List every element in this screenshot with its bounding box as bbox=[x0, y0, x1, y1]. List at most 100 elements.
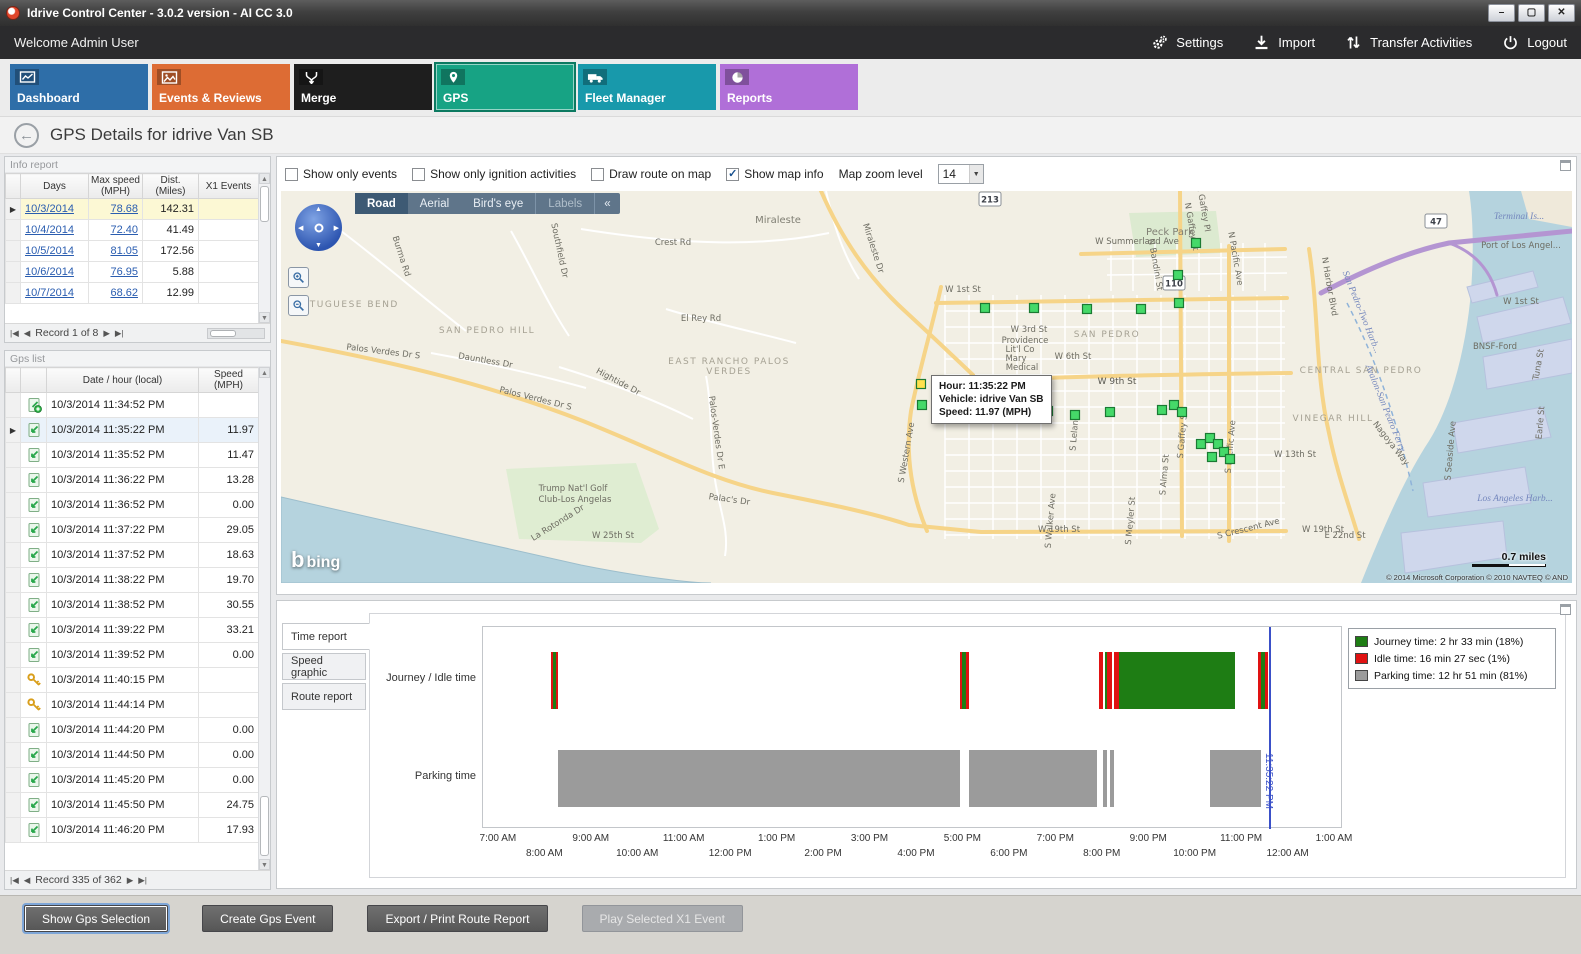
table-row[interactable]: 10/5/2014 81.05 172.56 bbox=[5, 240, 258, 262]
tab-events-reviews[interactable]: Events & Reviews bbox=[152, 64, 290, 110]
create-gps-event-button[interactable]: Create Gps Event bbox=[202, 905, 334, 932]
map-marker[interactable] bbox=[916, 399, 928, 411]
map-marker[interactable] bbox=[1206, 451, 1218, 463]
close-button[interactable]: ✕ bbox=[1548, 4, 1575, 22]
tab-reports[interactable]: Reports bbox=[720, 64, 858, 110]
table-row[interactable]: 10/3/2014 11:45:20 PM 0.00 bbox=[5, 767, 258, 793]
map-marker[interactable] bbox=[1176, 406, 1188, 418]
action-logout[interactable]: Logout bbox=[1502, 34, 1567, 51]
map-marker[interactable] bbox=[1190, 237, 1202, 249]
table-row[interactable]: 10/3/2014 11:38:52 PM 30.55 bbox=[5, 592, 258, 618]
tab-gps[interactable]: GPS bbox=[434, 62, 576, 112]
tab-route-report[interactable]: Route report bbox=[282, 683, 366, 710]
pager-last-button[interactable]: ▶| bbox=[114, 327, 124, 338]
table-row[interactable]: ▶ 10/3/2014 11:35:22 PM 11.97 bbox=[5, 417, 258, 443]
table-row[interactable]: 10/3/2014 11:36:22 PM 13.28 bbox=[5, 467, 258, 493]
map-canvas[interactable]: Miraleste Peck Park W Summerland Ave Crest … bbox=[281, 191, 1572, 583]
tab-time-report[interactable]: Time report bbox=[282, 623, 370, 650]
map-view-bird-s-eye[interactable]: Bird's eye bbox=[473, 197, 524, 210]
play-selected-x1-event-button[interactable]: Play Selected X1 Event bbox=[581, 905, 743, 932]
map-marker[interactable] bbox=[1156, 404, 1168, 416]
export-print-route-report-button[interactable]: Export / Print Route Report bbox=[367, 905, 548, 932]
action-transfer-activities[interactable]: Transfer Activities bbox=[1345, 34, 1472, 51]
table-row[interactable]: 10/3/2014 11:37:22 PM 29.05 bbox=[5, 517, 258, 543]
tab-fleet-manager[interactable]: Fleet Manager bbox=[578, 64, 716, 110]
table-row[interactable]: 10/3/2014 11:44:14 PM bbox=[5, 692, 258, 718]
maximize-button[interactable]: ▢ bbox=[1518, 4, 1545, 22]
table-row[interactable]: 10/3/2014 11:44:50 PM 0.00 bbox=[5, 742, 258, 768]
table-row[interactable]: 10/3/2014 11:40:15 PM bbox=[5, 667, 258, 693]
map-marker[interactable] bbox=[1135, 303, 1147, 315]
pager-hscrollbar[interactable] bbox=[207, 327, 265, 339]
day-link[interactable]: 10/6/2014 bbox=[25, 266, 74, 278]
gps-list-scrollbar[interactable]: ▲ ▼ bbox=[258, 367, 270, 870]
map-marker[interactable] bbox=[1168, 399, 1180, 411]
map-view-labels[interactable]: Labels bbox=[535, 193, 594, 214]
map-marker[interactable] bbox=[979, 302, 991, 314]
map-marker[interactable] bbox=[1195, 438, 1207, 450]
pager-prev-button[interactable]: ◀ bbox=[23, 874, 31, 885]
checkbox-show-only-events[interactable]: Show only events bbox=[285, 167, 397, 181]
chart-panel-maximize-icon[interactable] bbox=[1560, 604, 1571, 615]
map-view-road[interactable]: Road bbox=[355, 193, 408, 214]
max-speed-link[interactable]: 68.62 bbox=[110, 287, 138, 299]
map-marker[interactable] bbox=[1212, 438, 1224, 450]
map-marker[interactable] bbox=[915, 378, 927, 390]
table-row[interactable]: 10/3/2014 11:46:20 PM 17.93 bbox=[5, 817, 258, 843]
max-speed-link[interactable]: 72.40 bbox=[110, 224, 138, 236]
minimize-button[interactable]: – bbox=[1488, 4, 1515, 22]
scroll-down-button[interactable]: ▼ bbox=[259, 312, 270, 323]
pager-next-button[interactable]: ▶ bbox=[126, 874, 134, 885]
action-import[interactable]: Import bbox=[1253, 34, 1315, 51]
action-settings[interactable]: Settings bbox=[1151, 34, 1223, 51]
map-view-aerial[interactable]: Aerial bbox=[419, 197, 450, 210]
tab-dashboard[interactable]: Dashboard bbox=[10, 64, 148, 110]
checkbox-draw-route-on-map[interactable]: Draw route on map bbox=[591, 167, 711, 181]
table-row[interactable]: ▶ 10/3/2014 78.68 142.31 bbox=[5, 198, 258, 220]
table-row[interactable]: 10/3/2014 11:35:52 PM 11.47 bbox=[5, 442, 258, 468]
map-zoom-select[interactable]: 14 ▼ bbox=[937, 164, 984, 184]
max-speed-link[interactable]: 78.68 bbox=[110, 203, 138, 215]
table-row[interactable]: 10/3/2014 11:39:52 PM 0.00 bbox=[5, 642, 258, 668]
info-report-scrollbar[interactable]: ▲ ▼ bbox=[258, 173, 270, 323]
scroll-up-button[interactable]: ▲ bbox=[259, 367, 270, 378]
table-row[interactable]: 10/3/2014 11:34:52 PM bbox=[5, 392, 258, 418]
map-marker[interactable] bbox=[1081, 303, 1093, 315]
day-link[interactable]: 10/5/2014 bbox=[25, 245, 74, 257]
day-link[interactable]: 10/3/2014 bbox=[25, 203, 74, 215]
day-link[interactable]: 10/7/2014 bbox=[25, 287, 74, 299]
max-speed-link[interactable]: 81.05 bbox=[110, 245, 138, 257]
map-marker[interactable] bbox=[1172, 269, 1184, 281]
table-row[interactable]: 10/3/2014 11:45:50 PM 24.75 bbox=[5, 792, 258, 818]
table-row[interactable]: 10/3/2014 11:39:22 PM 33.21 bbox=[5, 617, 258, 643]
pager-first-button[interactable]: |◀ bbox=[10, 327, 19, 338]
table-row[interactable]: 10/3/2014 11:36:52 PM 0.00 bbox=[5, 492, 258, 518]
map-marker[interactable] bbox=[1069, 409, 1081, 421]
map-zoom-in-button[interactable] bbox=[288, 267, 309, 288]
map-marker[interactable] bbox=[1218, 446, 1230, 458]
pager-first-button[interactable]: |◀ bbox=[10, 874, 19, 885]
table-row[interactable]: 10/6/2014 76.95 5.88 bbox=[5, 261, 258, 283]
map-compass-control[interactable]: ▲ ▼ ◀ ▶ bbox=[295, 204, 342, 251]
map-viewbar-collapse[interactable]: « bbox=[594, 193, 619, 214]
map-panel-maximize-icon[interactable] bbox=[1560, 160, 1571, 171]
scroll-down-button[interactable]: ▼ bbox=[259, 859, 270, 870]
map-marker[interactable] bbox=[1173, 297, 1185, 309]
table-row[interactable]: 10/3/2014 11:37:52 PM 18.63 bbox=[5, 542, 258, 568]
map-marker[interactable] bbox=[1104, 406, 1116, 418]
table-row[interactable]: 10/3/2014 11:38:22 PM 19.70 bbox=[5, 567, 258, 593]
back-button[interactable]: ← bbox=[14, 122, 39, 148]
tab-speed-graphic[interactable]: Speed graphic bbox=[282, 653, 366, 680]
table-row[interactable]: 10/3/2014 11:44:20 PM 0.00 bbox=[5, 717, 258, 743]
table-row[interactable]: 10/4/2014 72.40 41.49 bbox=[5, 219, 258, 241]
tab-merge[interactable]: Merge bbox=[294, 64, 432, 110]
pager-last-button[interactable]: ▶| bbox=[138, 874, 147, 885]
map-marker[interactable] bbox=[1204, 432, 1216, 444]
max-speed-link[interactable]: 76.95 bbox=[110, 266, 138, 278]
scroll-up-button[interactable]: ▲ bbox=[259, 173, 270, 184]
table-row[interactable]: 10/7/2014 68.62 12.99 bbox=[5, 282, 258, 304]
map-marker[interactable] bbox=[1224, 453, 1236, 465]
pager-prev-button[interactable]: ◀ bbox=[23, 327, 31, 338]
show-gps-selection-button[interactable]: Show Gps Selection bbox=[24, 905, 169, 932]
pager-next-button[interactable]: ▶ bbox=[103, 327, 110, 338]
